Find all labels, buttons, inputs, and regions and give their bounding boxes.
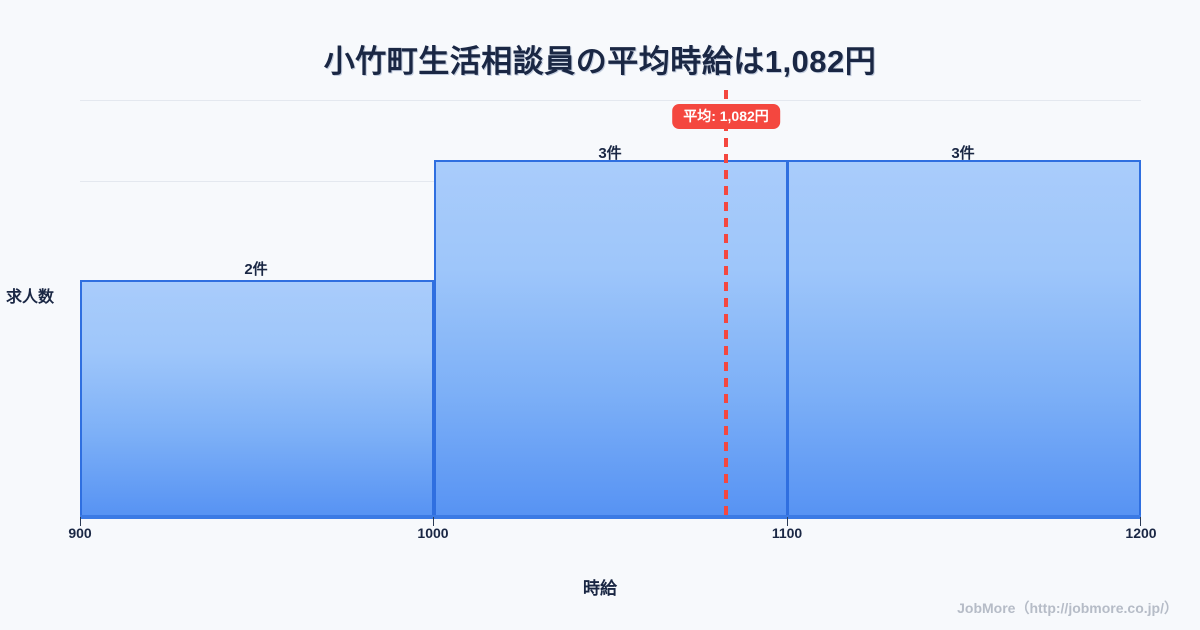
- x-tick-1100: [787, 517, 788, 526]
- bar-value-label-3: 3件: [951, 145, 975, 162]
- bar-1000-1100[interactable]: [434, 160, 788, 517]
- y-axis-label: 求人数: [6, 289, 55, 306]
- x-tick-label-1200: 1200: [1125, 525, 1157, 541]
- x-tick-label-900: 900: [68, 525, 92, 541]
- page-title: 小竹町生活相談員の平均時給は1,082円: [323, 44, 877, 79]
- x-tick-900: [80, 517, 81, 526]
- x-tick-label-1100: 1100: [771, 525, 803, 541]
- x-axis-line: [80, 515, 1141, 519]
- gridline-upper: [80, 100, 1141, 101]
- bar-1100-1200[interactable]: [787, 160, 1141, 517]
- x-tick-label-1000: 1000: [417, 525, 449, 541]
- average-badge: 平均: 1,082円: [672, 104, 780, 130]
- plot-area: [80, 90, 1141, 517]
- bar-value-label-1: 2件: [244, 261, 268, 278]
- x-axis-label: 時給: [583, 579, 617, 598]
- average-line: [724, 90, 728, 517]
- x-tick-1200: [1140, 517, 1141, 526]
- bar-900-1000[interactable]: [80, 280, 434, 517]
- watermark: JobMore（http://jobmore.co.jp/）: [957, 600, 1178, 616]
- bar-value-label-2: 3件: [598, 145, 622, 162]
- x-tick-1000: [433, 517, 434, 526]
